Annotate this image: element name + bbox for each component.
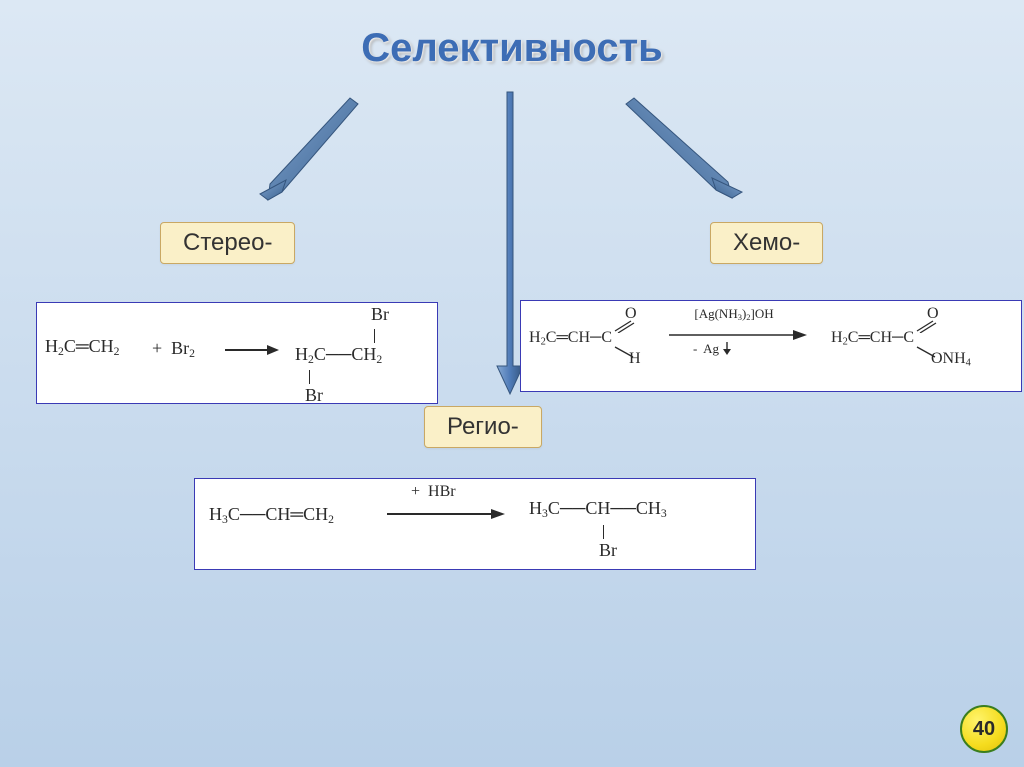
- chemo-cond-top: [Ag(NH3)2]OH: [669, 307, 799, 322]
- reaction-regio: H3C──CH═CH2 + HBr H3C──CH──CH3 Br: [194, 478, 756, 570]
- stereo-prod-line: H2C──CH2: [295, 345, 389, 367]
- category-regio: Регио-: [424, 406, 542, 448]
- regio-prod-line: H3C──CH──CH3: [529, 499, 667, 521]
- stereo-plus: + Br2: [152, 338, 195, 358]
- reaction-stereo: H2C═CH2 + Br2 Br H2C──CH2 Br: [36, 302, 438, 404]
- arrow-left-icon: [250, 90, 370, 210]
- reaction-arrow-icon: [385, 507, 505, 521]
- slide: Селективность Стерео- Хемо- Регио-: [0, 0, 1024, 767]
- chemo-cond-bot: - Ag: [693, 341, 732, 356]
- arrow-right-icon: [610, 90, 750, 210]
- slide-title: Селективность: [0, 26, 1024, 71]
- slide-number: 40: [960, 705, 1008, 753]
- stereo-prod-br-bot: Br: [305, 386, 389, 406]
- stereo-prod-br-top: Br: [371, 305, 389, 325]
- reaction-chemo: O H2C═CH─C H [Ag(NH3)2]OH - Ag O: [520, 300, 1022, 392]
- reaction-arrow-icon: [667, 329, 807, 341]
- double-bond-icon: [915, 319, 937, 333]
- category-chemo: Хемо-: [710, 222, 823, 264]
- stereo-reactant: H2C═CH2: [45, 337, 119, 359]
- regio-reactant: H3C──CH═CH2: [209, 505, 334, 527]
- chemo-right-line: H2C═CH─C: [831, 329, 971, 348]
- down-arrow-icon: [722, 341, 732, 355]
- reaction-arrow-icon: [223, 343, 279, 357]
- single-bond-icon: [915, 345, 937, 359]
- regio-prod-br: Br: [599, 541, 667, 561]
- single-bond-icon: [613, 345, 635, 359]
- regio-cond: + HBr: [411, 483, 456, 501]
- double-bond-icon: [613, 319, 635, 333]
- category-stereo: Стерео-: [160, 222, 295, 264]
